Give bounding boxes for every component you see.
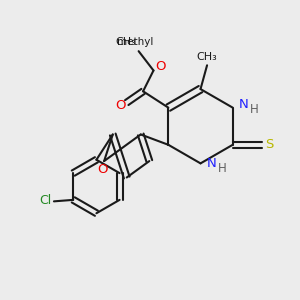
Text: O: O xyxy=(98,163,108,176)
Text: N: N xyxy=(239,98,249,111)
Text: H: H xyxy=(218,162,226,175)
Text: H: H xyxy=(250,103,259,116)
Text: O: O xyxy=(115,99,125,112)
Text: CH₃: CH₃ xyxy=(197,52,218,62)
Text: CH₃: CH₃ xyxy=(115,37,136,47)
Text: S: S xyxy=(265,138,273,151)
Text: N: N xyxy=(207,157,217,170)
Text: Cl: Cl xyxy=(39,194,51,207)
Text: O: O xyxy=(155,59,165,73)
Text: methyl: methyl xyxy=(118,37,154,47)
